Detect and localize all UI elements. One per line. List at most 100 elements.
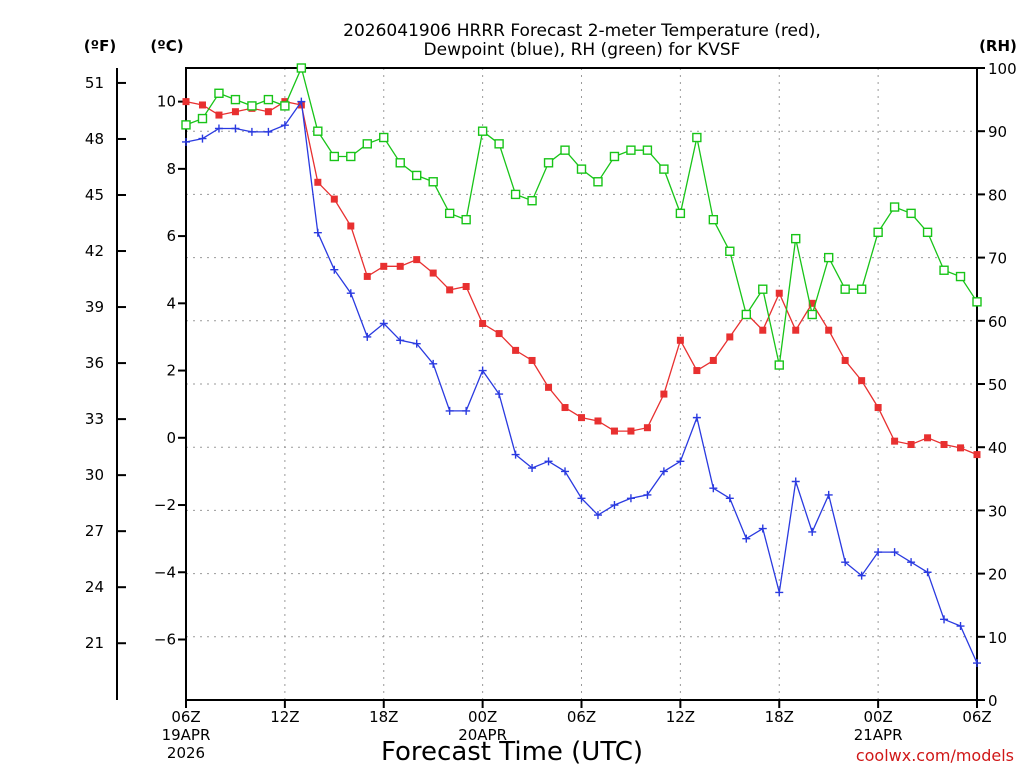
rh-point [560, 145, 570, 155]
dewpoint-point [495, 390, 504, 399]
rh-point [659, 164, 669, 174]
rh-point [955, 271, 966, 282]
temperature-point [413, 256, 421, 264]
dewpoint-point [330, 265, 339, 274]
temperature-point [528, 356, 536, 364]
rh-point [626, 145, 636, 155]
rh-point [379, 132, 389, 143]
x-tick-label: 18Z [765, 708, 794, 726]
rh-point [181, 120, 191, 130]
fahrenheit-tick-label: 45 [85, 186, 104, 204]
dewpoint-point [462, 406, 471, 415]
rh-point [494, 139, 504, 149]
chart-title-line-2: Dewpoint (blue), RH (green) for KVSF [424, 40, 741, 60]
rh-point [527, 196, 537, 206]
temperature-point [610, 427, 618, 435]
dewpoint-point [824, 490, 833, 499]
x-tick-label: 20APR [458, 726, 507, 744]
temperature-point [693, 367, 701, 375]
fahrenheit-tick-label: 24 [85, 578, 104, 596]
temperature-point [446, 286, 454, 294]
dewpoint-point [874, 548, 883, 557]
temperature-point [512, 346, 520, 354]
dewpoint-point [725, 494, 734, 503]
dewpoint-point [478, 366, 487, 375]
celsius-tick-label: 0 [166, 429, 176, 447]
dewpoint-point [676, 457, 685, 466]
fahrenheit-tick-label: 39 [85, 298, 104, 316]
rh-point [543, 158, 554, 168]
rh-tick-label: 10 [988, 629, 1007, 647]
rh-point [412, 170, 422, 181]
fahrenheit-tick-label: 21 [85, 634, 104, 652]
dewpoint-point [692, 413, 701, 422]
temperature-point [676, 336, 684, 344]
temperature-point [891, 437, 899, 445]
dewpoint-point [544, 457, 553, 466]
credit-text: coolwx.com/models [856, 746, 1014, 765]
fahrenheit-tick-label: 48 [85, 130, 104, 148]
rh-tick-label: 90 [988, 123, 1007, 141]
rh-point [972, 297, 982, 307]
x-axis-label: Forecast Time (UTC) [381, 737, 643, 767]
data-series [181, 63, 982, 668]
x-tick-label: 06Z [567, 708, 596, 726]
rh-point [823, 252, 834, 263]
fahrenheit-tick-label: 30 [85, 466, 104, 484]
rh-point [346, 151, 356, 162]
temperature-point [198, 101, 206, 109]
dewpoint-point [890, 548, 899, 557]
rh-point [477, 126, 488, 136]
temperature-point [940, 441, 948, 449]
dewpoint-point [198, 134, 207, 143]
dewpoint-point [379, 319, 388, 328]
x-tick-label: 2026 [167, 744, 205, 762]
dewpoint-point [528, 464, 537, 473]
rh-point [428, 177, 438, 187]
rh-point [692, 132, 702, 143]
celsius-tick-label: 8 [166, 160, 176, 178]
dewpoint-point [791, 477, 800, 486]
x-tick-label: 06Z [962, 708, 991, 726]
temperature-point [808, 299, 816, 307]
rh-point [708, 214, 719, 225]
dewpoint-point [577, 494, 586, 503]
rh-point [395, 158, 405, 168]
celsius-tick-label: 10 [157, 93, 176, 111]
dewpoint-point [841, 558, 850, 567]
x-tick-label: 18Z [369, 708, 398, 726]
temperature-point [264, 108, 272, 116]
temperature-point [792, 326, 800, 334]
rh-point [758, 284, 768, 294]
rh-series [181, 63, 982, 370]
temperature-point [347, 222, 355, 230]
rh-point [873, 227, 883, 238]
fahrenheit-tick-label: 36 [85, 354, 104, 372]
temperature-point [495, 330, 503, 338]
rh-tick-label: 40 [988, 439, 1007, 457]
temperature-point [759, 326, 767, 334]
temperature-point [907, 441, 915, 449]
temperature-point [330, 195, 338, 203]
x-tick-label: 00Z [468, 708, 497, 726]
grid-lines [186, 68, 977, 700]
rh-point [444, 208, 455, 219]
axes [116, 67, 985, 708]
rh-tick-label: 50 [988, 376, 1007, 394]
rh-point [280, 101, 290, 111]
rh-tick-label: 30 [988, 502, 1007, 520]
dewpoint-point [758, 524, 767, 533]
rh-point [593, 177, 603, 187]
dewpoint-point [808, 527, 817, 536]
temperature-point [215, 111, 223, 119]
dewpoint-point [561, 467, 570, 476]
dewpoint-point [659, 467, 668, 476]
rh-point [939, 265, 949, 275]
temperature-point [578, 414, 585, 422]
rh-point [856, 284, 867, 294]
rh-point [642, 145, 653, 155]
dewpoint-point [297, 97, 306, 106]
rh-point [741, 309, 751, 320]
rh-point [609, 151, 620, 162]
